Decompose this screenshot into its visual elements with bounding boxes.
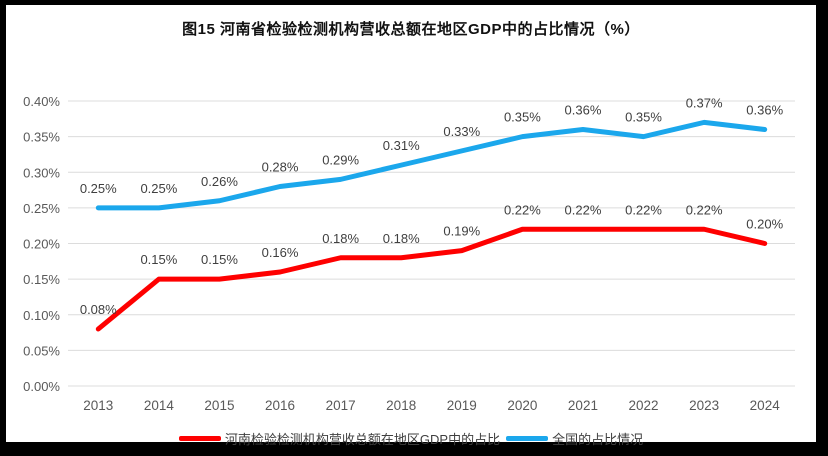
series-line-0 xyxy=(95,226,768,332)
y-axis-tick-label: 0.00% xyxy=(23,379,60,394)
chart-panel: 图15 河南省检验检测机构营收总额在地区GDP中的占比情况（%） 0.00% 0.… xyxy=(6,5,816,447)
legend-swatch-national xyxy=(506,436,549,441)
data-label: 0.18% xyxy=(383,231,420,246)
chart-title: 图15 河南省检验检测机构营收总额在地区GDP中的占比情况（%） xyxy=(182,21,640,38)
x-axis-tick-label: 2016 xyxy=(265,398,295,413)
data-label: 0.22% xyxy=(565,202,602,217)
x-axis-tick-label: 2014 xyxy=(144,398,175,413)
data-label: 0.22% xyxy=(686,202,723,217)
x-axis-tick-label: 2023 xyxy=(689,398,719,413)
x-axis-tick-label: 2020 xyxy=(507,398,537,413)
x-axis-tick-label: 2015 xyxy=(204,398,234,413)
data-label: 0.31% xyxy=(383,138,420,153)
y-axis-tick-label: 0.10% xyxy=(23,308,60,323)
y-axis-tick-label: 0.35% xyxy=(23,130,60,145)
data-label: 0.33% xyxy=(443,124,480,139)
data-label: 0.35% xyxy=(625,110,662,125)
legend-label-henan: 河南检验检测机构营收总额在地区GDP中的占比 xyxy=(224,432,501,447)
y-axis-tick-label: 0.20% xyxy=(23,237,60,252)
data-label: 0.19% xyxy=(443,224,480,239)
data-label: 0.25% xyxy=(80,181,117,196)
data-label: 0.35% xyxy=(504,110,541,125)
data-label: 0.16% xyxy=(262,245,299,260)
series-line-1 xyxy=(95,119,768,211)
y-axis-tick-label: 0.05% xyxy=(23,343,60,358)
x-axis-tick-label: 2018 xyxy=(386,398,416,413)
x-axis-tick-label: 2021 xyxy=(568,398,598,413)
data-label: 0.37% xyxy=(686,95,723,110)
legend-item-henan: 河南检验检测机构营收总额在地区GDP中的占比 xyxy=(178,429,501,448)
x-axis-tick-label: 2019 xyxy=(447,398,477,413)
y-axis-tick-label: 0.30% xyxy=(23,165,60,180)
data-label: 0.22% xyxy=(625,202,662,217)
data-label: 0.20% xyxy=(746,217,783,232)
data-label: 0.36% xyxy=(565,103,602,118)
y-axis-tick-label: 0.15% xyxy=(23,272,60,287)
data-label: 0.08% xyxy=(80,302,117,317)
y-axis-tick-label: 0.40% xyxy=(23,94,60,109)
x-axis-tick-label: 2017 xyxy=(326,398,356,413)
data-label: 0.26% xyxy=(201,174,238,189)
data-label: 0.29% xyxy=(322,152,359,167)
legend-swatch-henan xyxy=(178,436,221,441)
data-label: 0.28% xyxy=(262,160,299,175)
x-axis-tick-label: 2024 xyxy=(750,398,781,413)
data-label: 0.25% xyxy=(140,181,177,196)
data-label: 0.15% xyxy=(140,252,177,267)
legend: 河南检验检测机构营收总额在地区GDP中的占比 全国的占比情况 xyxy=(6,429,816,448)
legend-label-national: 全国的占比情况 xyxy=(552,432,644,447)
x-axis-tick-label: 2022 xyxy=(629,398,659,413)
data-label: 0.18% xyxy=(322,231,359,246)
data-label: 0.36% xyxy=(746,103,783,118)
legend-item-national: 全国的占比情况 xyxy=(506,429,643,448)
data-label: 0.15% xyxy=(201,252,238,267)
chart-canvas: 0.00% 0.05% 0.10% 0.15% 0.20% 0.25% 0.30% 0.35%… xyxy=(23,94,795,413)
y-axis-tick-label: 0.25% xyxy=(23,201,60,216)
x-axis-tick-label: 2013 xyxy=(83,398,113,413)
data-label: 0.22% xyxy=(504,202,541,217)
